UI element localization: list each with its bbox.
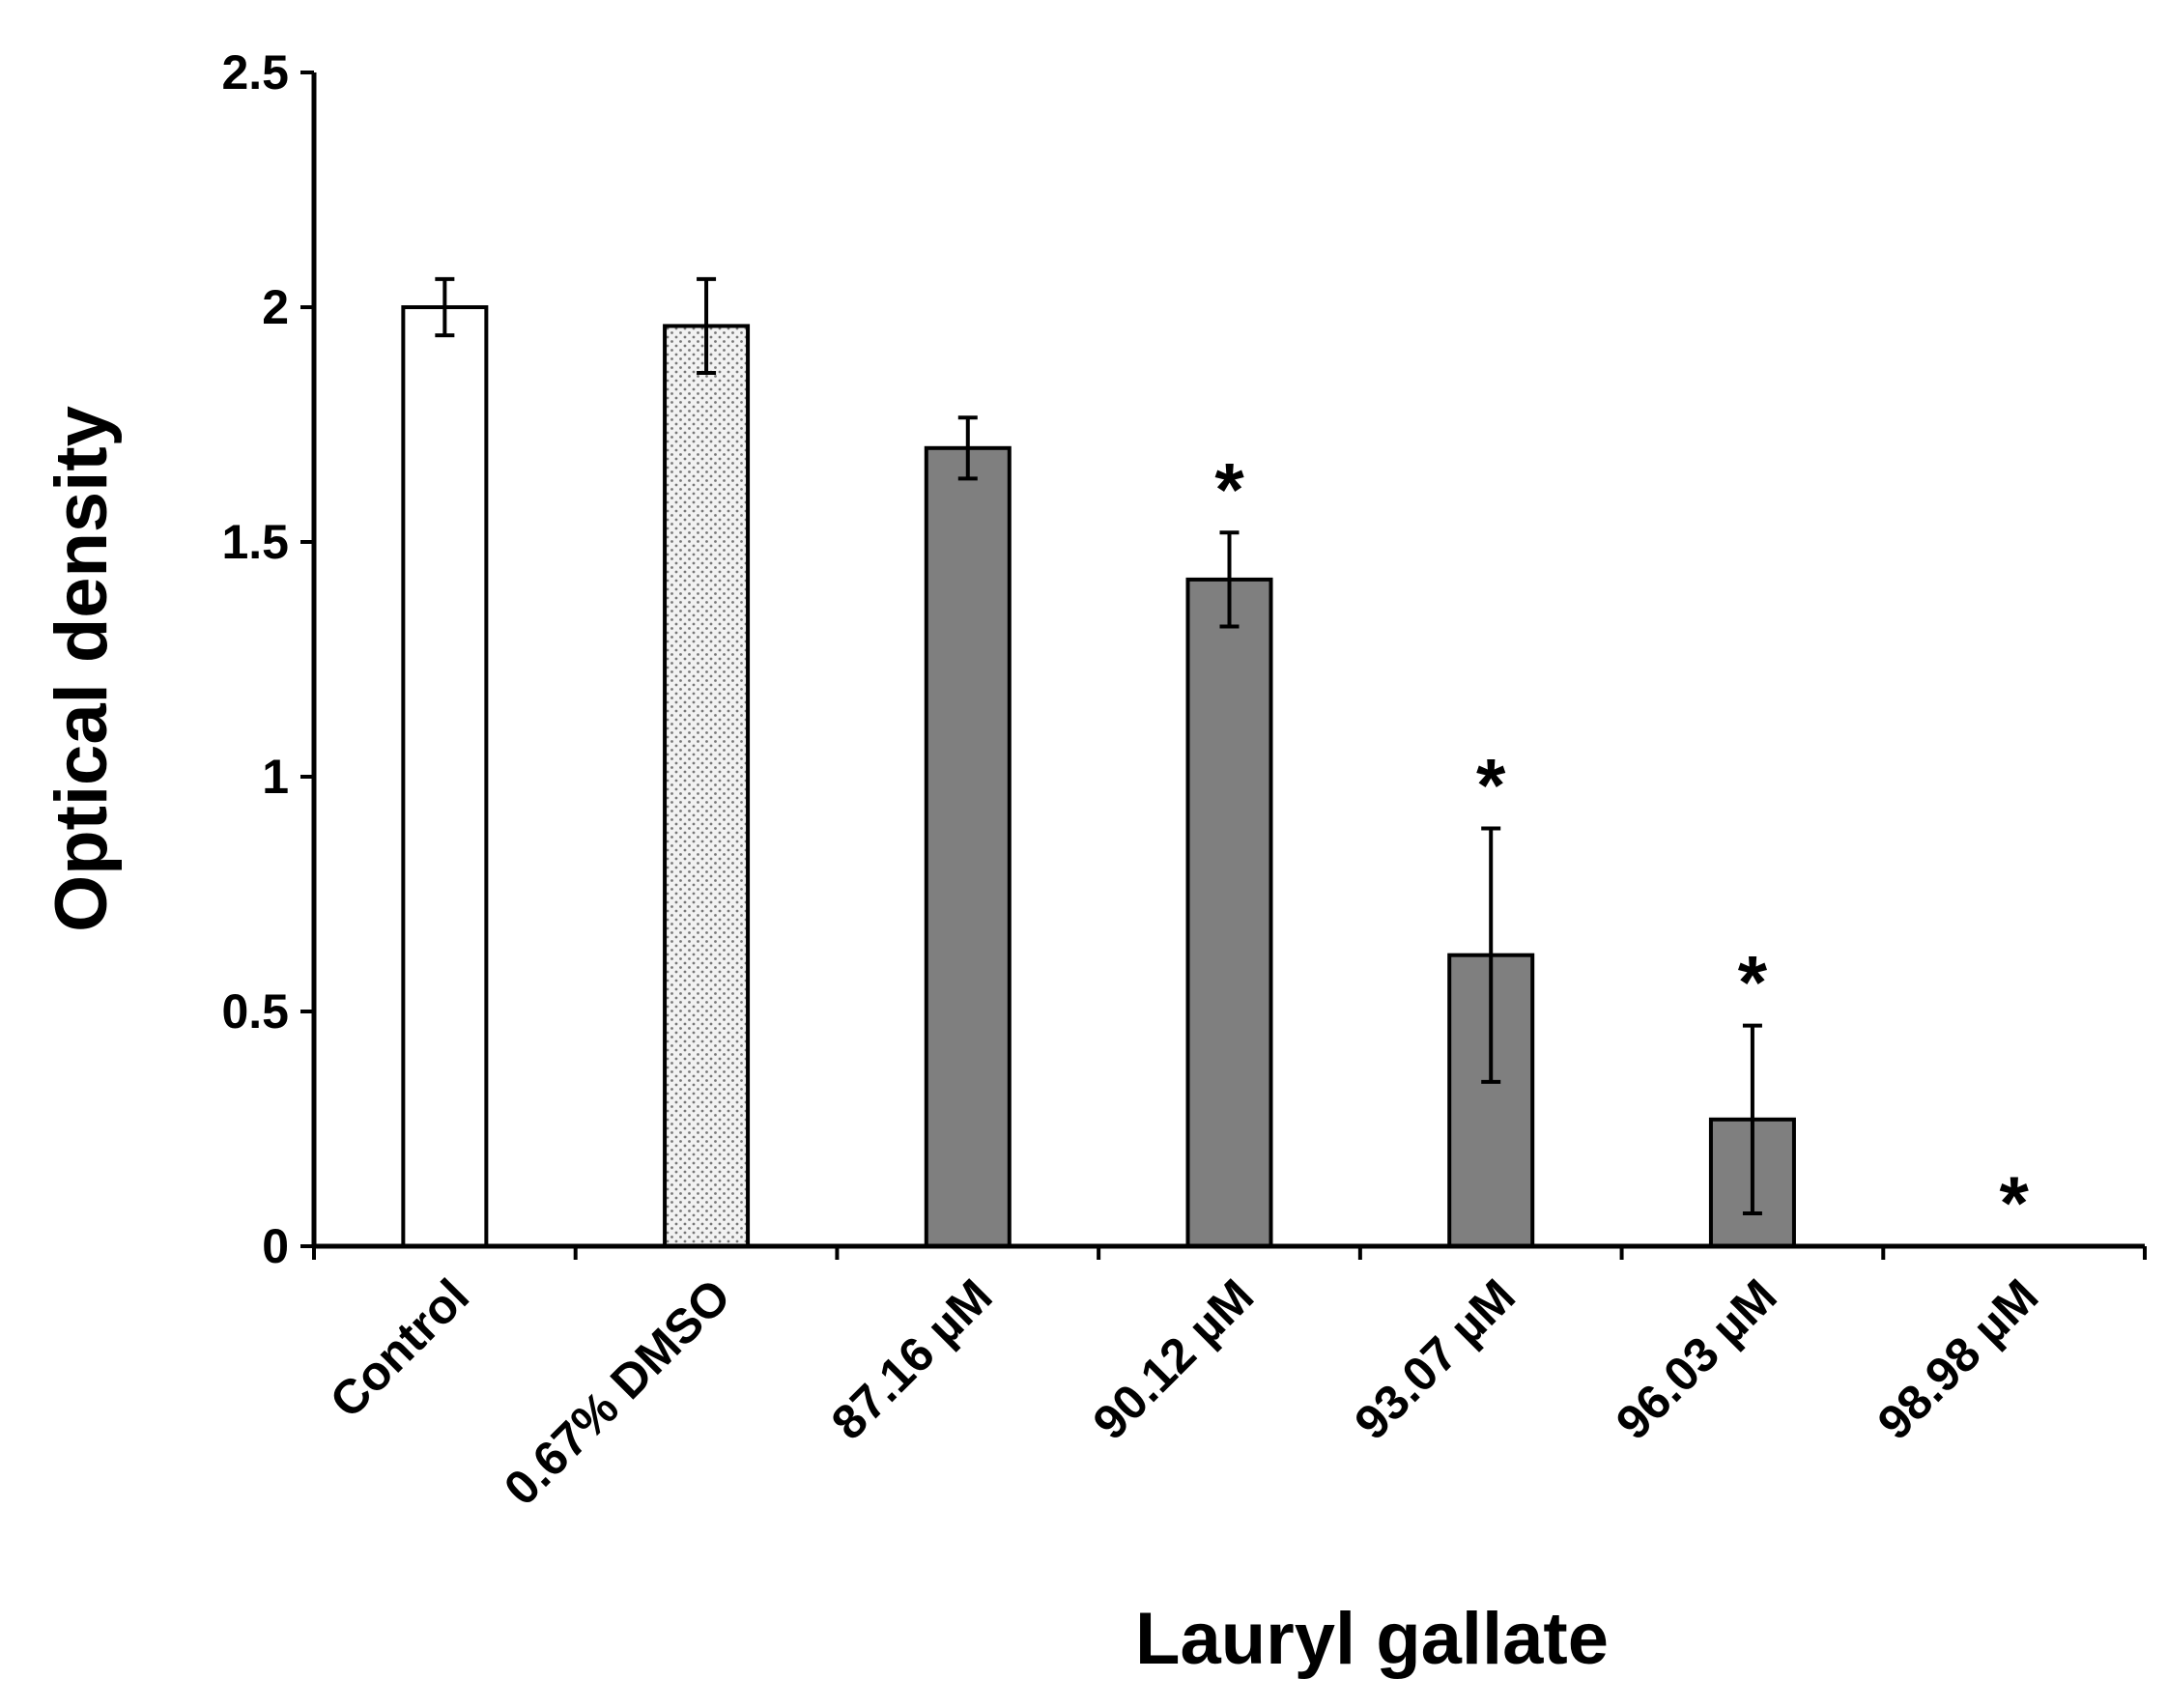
y-tick-label: 0.5 bbox=[221, 984, 289, 1039]
bars-layer: * * * * bbox=[401, 276, 2029, 1249]
x-axis-title: Lauryl gallate bbox=[1135, 1598, 1609, 1680]
y-ticks: 0 0.5 1 1.5 2 2.5 bbox=[221, 45, 314, 1273]
bar bbox=[663, 324, 751, 1248]
bar bbox=[924, 445, 1012, 1248]
category-label: Control bbox=[320, 1268, 479, 1428]
error-bar bbox=[1219, 530, 1240, 629]
bar bbox=[1185, 577, 1273, 1248]
category-label: 93.07 µM bbox=[1344, 1268, 1525, 1450]
error-bar bbox=[1481, 826, 1501, 1084]
x-ticks: Control 0.67% DMSO 87.16 µM 90.12 µM 93.07 µ… bbox=[312, 1246, 2147, 1516]
error-bar bbox=[697, 276, 717, 376]
axes-layer bbox=[311, 72, 2145, 1249]
y-axis-title: Optical density bbox=[41, 406, 123, 932]
error-bar bbox=[435, 276, 455, 338]
significance-star: * bbox=[1476, 742, 1506, 827]
error-bar bbox=[957, 415, 978, 481]
significance-star: * bbox=[1738, 940, 1768, 1025]
y-tick-label: 1.5 bbox=[221, 515, 289, 569]
significance-star: * bbox=[1214, 446, 1244, 531]
category-label: 98.98 µM bbox=[1868, 1268, 2049, 1450]
category-label: 87.16 µM bbox=[821, 1268, 1003, 1450]
category-label: 0.67% DMSO bbox=[494, 1268, 741, 1516]
y-tick-label: 2 bbox=[262, 280, 289, 334]
y-tick-label: 1 bbox=[262, 750, 289, 804]
error-bar bbox=[1742, 1023, 1762, 1215]
y-tick-label: 2.5 bbox=[221, 45, 289, 100]
category-label: 90.12 µM bbox=[1083, 1268, 1265, 1450]
y-tick-label: 0 bbox=[262, 1219, 289, 1273]
category-label: 96.03 µM bbox=[1606, 1268, 1787, 1450]
bar bbox=[401, 305, 489, 1248]
significance-star: * bbox=[1999, 1160, 2029, 1245]
